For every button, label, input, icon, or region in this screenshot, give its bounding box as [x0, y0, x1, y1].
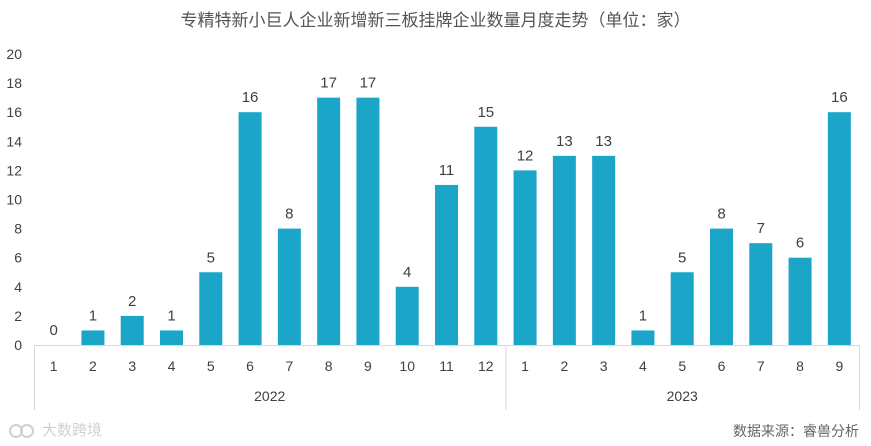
data-label: 8 [717, 206, 725, 223]
data-label: 16 [831, 89, 848, 106]
x-tick-label: 3 [600, 358, 608, 374]
data-label: 4 [403, 264, 411, 281]
x-tick-label: 4 [639, 358, 647, 374]
x-tick-label: 4 [168, 358, 176, 374]
x-tick-label: 9 [835, 358, 843, 374]
x-tick-label: 5 [678, 358, 686, 374]
data-label: 1 [639, 307, 647, 324]
x-group-label: 2022 [254, 388, 285, 404]
data-label: 17 [320, 75, 337, 92]
x-tick-label: 11 [439, 358, 454, 374]
watermark-text: 大数跨境 [42, 422, 103, 439]
x-tick-label: 7 [757, 358, 765, 374]
bar [238, 112, 262, 345]
x-tick-label: 5 [207, 358, 215, 374]
data-label: 13 [556, 133, 573, 150]
data-label: 5 [207, 249, 215, 266]
data-label: 1 [167, 307, 175, 324]
x-group-label: 2023 [667, 388, 698, 404]
y-tick-label: 10 [6, 192, 22, 208]
bar [710, 228, 733, 345]
data-label: 17 [360, 75, 377, 92]
data-source: 数据来源：睿兽分析 [733, 423, 859, 439]
bar [788, 257, 812, 345]
data-label: 2 [128, 293, 136, 310]
bar [592, 155, 616, 345]
data-label: 7 [757, 220, 765, 237]
chart-title: 专精特新小巨人企业新增新三板挂牌企业数量月度走势（单位：家） [180, 11, 691, 30]
bar [631, 330, 655, 345]
x-tick-label: 1 [521, 358, 529, 374]
x-tick-label: 1 [50, 358, 58, 374]
y-tick-label: 2 [14, 308, 22, 324]
bar [160, 330, 183, 345]
bar [552, 155, 576, 345]
bar [435, 184, 458, 345]
bar [670, 272, 694, 345]
y-tick-label: 14 [6, 133, 22, 149]
data-label: 5 [678, 249, 686, 266]
data-label: 0 [49, 322, 57, 339]
data-label: 15 [477, 104, 494, 121]
bar [513, 170, 537, 345]
x-tick-label: 7 [285, 358, 293, 374]
x-tick-label: 12 [478, 358, 494, 374]
x-tick-label: 8 [796, 358, 804, 374]
x-tick-label: 2 [560, 358, 568, 374]
watermark-logo: 大数跨境 [8, 419, 102, 440]
x-tick-label: 2 [89, 358, 97, 374]
y-tick-label: 20 [6, 46, 22, 62]
data-label: 8 [285, 206, 293, 223]
y-tick-label: 16 [6, 104, 22, 120]
data-label: 12 [517, 147, 534, 164]
y-tick-label: 6 [14, 250, 22, 266]
data-label: 11 [439, 162, 455, 179]
data-label: 6 [796, 235, 804, 252]
x-tick-label: 3 [128, 358, 136, 374]
x-tick-label: 8 [325, 358, 333, 374]
bar [199, 272, 223, 345]
bar [749, 243, 773, 345]
bar [317, 97, 341, 346]
data-label: 1 [89, 307, 97, 324]
y-tick-label: 8 [14, 221, 22, 237]
logo-icon [9, 423, 34, 438]
x-tick-label: 10 [399, 358, 415, 374]
y-tick-label: 4 [14, 279, 22, 295]
bar [356, 97, 380, 346]
bar [277, 228, 301, 345]
bar [827, 112, 851, 345]
y-tick-label: 0 [14, 337, 22, 353]
data-label: 16 [242, 89, 259, 106]
data-label: 13 [595, 133, 612, 150]
bar [474, 126, 498, 345]
x-tick-label: 6 [246, 358, 254, 374]
x-tick-label: 6 [718, 358, 726, 374]
y-tick-label: 12 [6, 162, 22, 178]
bar [395, 286, 419, 345]
bar [120, 315, 144, 345]
y-tick-label: 18 [6, 75, 22, 91]
x-tick-label: 9 [364, 358, 372, 374]
bar [81, 330, 105, 345]
